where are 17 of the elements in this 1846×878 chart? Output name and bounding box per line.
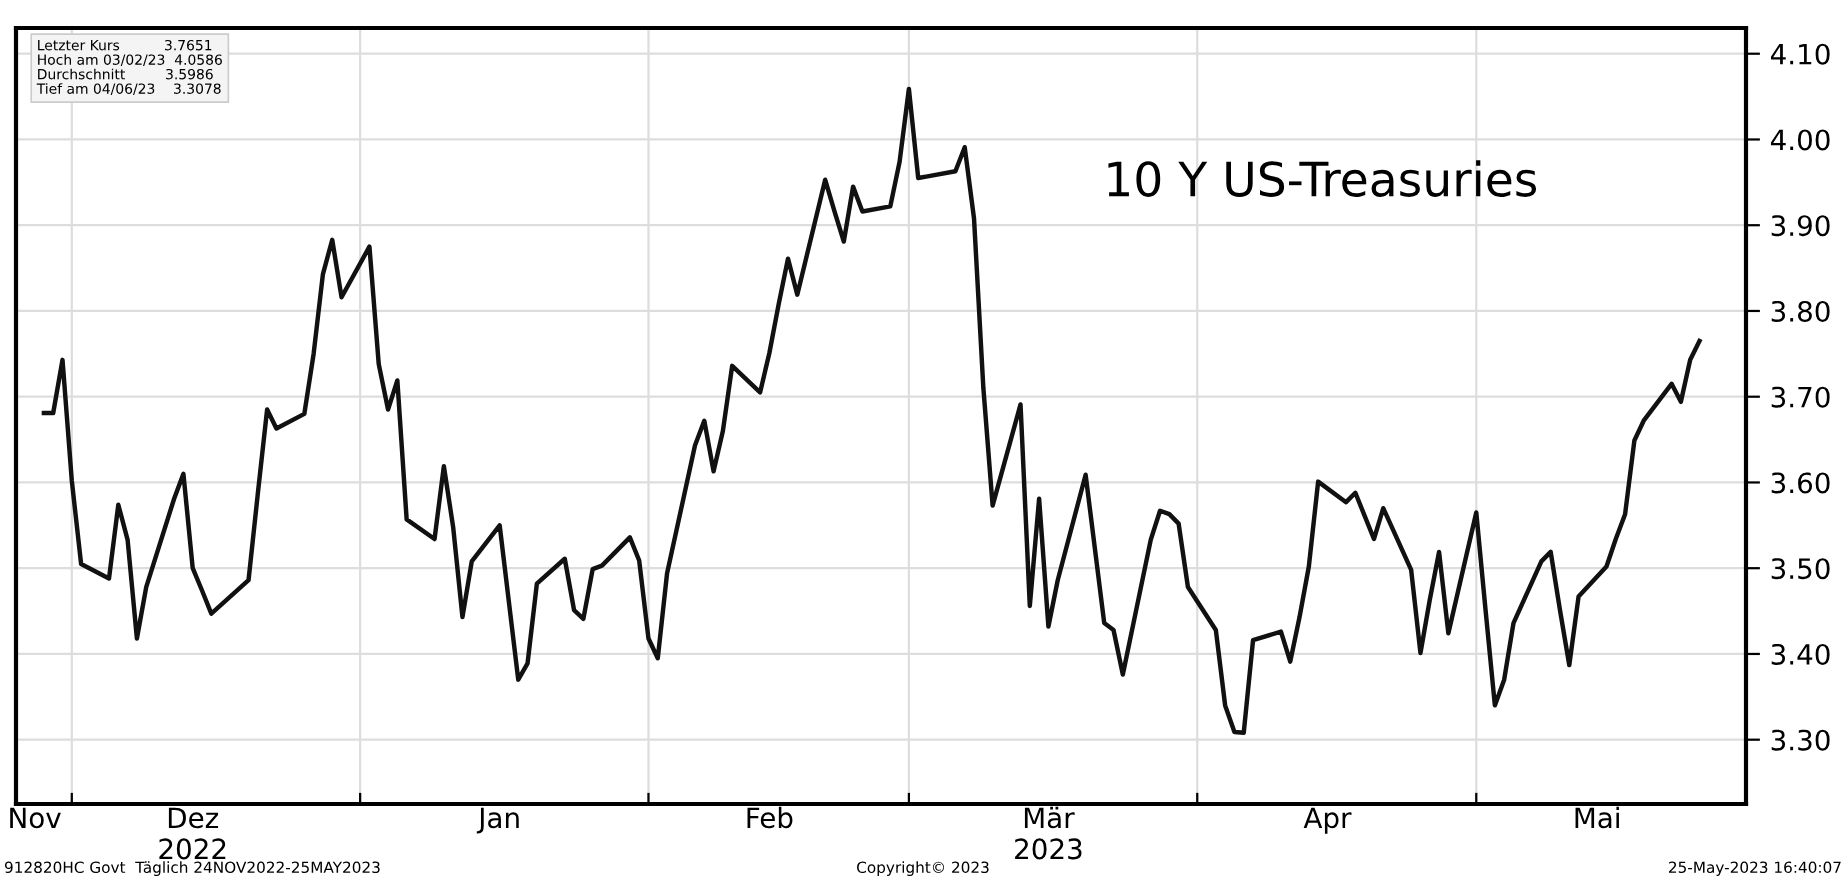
x-tick-label: Mai: [1575, 806, 1619, 829]
y-tick-label: 3.70: [1771, 386, 1830, 408]
x-tick-label: Feb: [747, 806, 793, 829]
y-tick-label: 4.10: [1770, 43, 1830, 65]
x-tick-label: Nov: [10, 807, 61, 829]
x-tick-label: Jan: [476, 807, 519, 834]
y-tick-label: 3.60: [1771, 472, 1830, 494]
y-tick-label: 3.30: [1771, 729, 1830, 751]
y-tick-label: 4.00: [1770, 129, 1830, 151]
y-tick-label: 3.80: [1771, 300, 1830, 322]
y-tick-label: 3.50: [1771, 558, 1830, 580]
text: 10 Y US-Treasuries: [1108, 160, 1537, 197]
y-tick-label: 3.90: [1771, 215, 1830, 237]
x-tick-label: Mär 2023: [1015, 806, 1082, 860]
y-tick-label: 3.40: [1771, 643, 1830, 665]
x-tick-label: Dez 2022: [159, 807, 226, 860]
x-tick-label: Apr: [1303, 807, 1352, 834]
